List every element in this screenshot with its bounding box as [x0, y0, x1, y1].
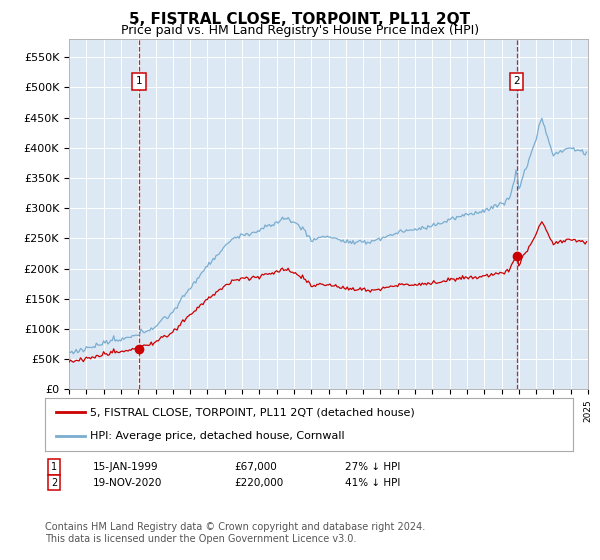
Text: £67,000: £67,000 — [234, 462, 277, 472]
Text: 1: 1 — [51, 462, 57, 472]
Text: 41% ↓ HPI: 41% ↓ HPI — [345, 478, 400, 488]
Text: 19-NOV-2020: 19-NOV-2020 — [93, 478, 163, 488]
Text: 1: 1 — [136, 77, 142, 86]
Text: 27% ↓ HPI: 27% ↓ HPI — [345, 462, 400, 472]
Text: 5, FISTRAL CLOSE, TORPOINT, PL11 2QT: 5, FISTRAL CLOSE, TORPOINT, PL11 2QT — [130, 12, 470, 27]
Text: £220,000: £220,000 — [234, 478, 283, 488]
Text: Contains HM Land Registry data © Crown copyright and database right 2024.
This d: Contains HM Land Registry data © Crown c… — [45, 522, 425, 544]
Text: Price paid vs. HM Land Registry's House Price Index (HPI): Price paid vs. HM Land Registry's House … — [121, 24, 479, 37]
Text: 2: 2 — [514, 77, 520, 86]
Text: 15-JAN-1999: 15-JAN-1999 — [93, 462, 158, 472]
Text: 5, FISTRAL CLOSE, TORPOINT, PL11 2QT (detached house): 5, FISTRAL CLOSE, TORPOINT, PL11 2QT (de… — [90, 408, 415, 418]
Text: HPI: Average price, detached house, Cornwall: HPI: Average price, detached house, Corn… — [90, 431, 344, 441]
Text: 2: 2 — [51, 478, 57, 488]
